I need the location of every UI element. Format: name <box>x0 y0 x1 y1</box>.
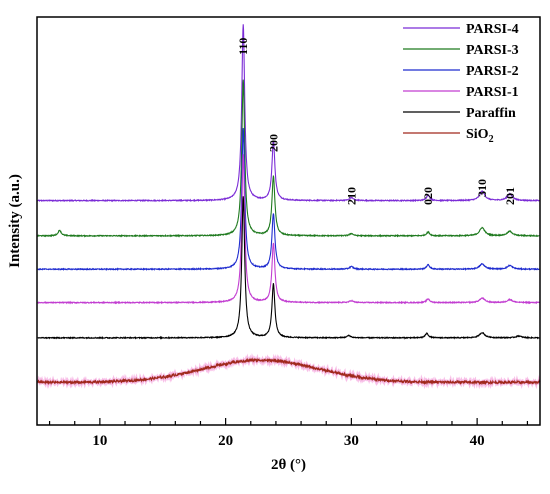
series-line-parsi-1 <box>37 154 540 305</box>
legend-label: PARSI-3 <box>466 43 519 58</box>
x-tick-label: 20 <box>218 433 233 449</box>
peak-label: 201 <box>503 187 517 205</box>
peak-label: 110 <box>236 38 250 55</box>
peak-label: 310 <box>475 179 489 197</box>
peak-label: 210 <box>344 187 358 205</box>
series-line-sio2 <box>37 357 540 386</box>
series-line-parsi-4 <box>37 24 540 203</box>
x-tick-label: 40 <box>470 433 485 449</box>
legend-label: PARSI-4 <box>466 22 519 37</box>
peak-labels: 110 200 210 020 310 201 <box>236 38 517 205</box>
x-tick-label: 30 <box>344 433 359 449</box>
series-line-paraffin <box>37 196 540 340</box>
y-axis-title: Intensity (a.u.) <box>7 174 23 268</box>
x-axis-title: 2θ (°) <box>271 457 306 473</box>
legend: PARSI-4 PARSI-3 PARSI-2 PARSI-1 Paraffin SiO2 <box>403 22 519 145</box>
series-line-parsi-3 <box>37 79 540 238</box>
series-line-parsi-2 <box>37 127 540 272</box>
legend-label: PARSI-2 <box>466 64 519 79</box>
peak-label: 200 <box>266 134 280 152</box>
x-ticks: 10 20 30 40 <box>48 418 529 449</box>
plot-frame <box>36 16 541 426</box>
legend-label: Paraffin <box>466 106 516 121</box>
legend-label: PARSI-1 <box>466 85 519 100</box>
series-curves <box>36 24 541 390</box>
legend-label: SiO2 <box>466 127 494 145</box>
x-tick-label: 10 <box>92 433 107 449</box>
peak-label: 020 <box>421 187 435 205</box>
